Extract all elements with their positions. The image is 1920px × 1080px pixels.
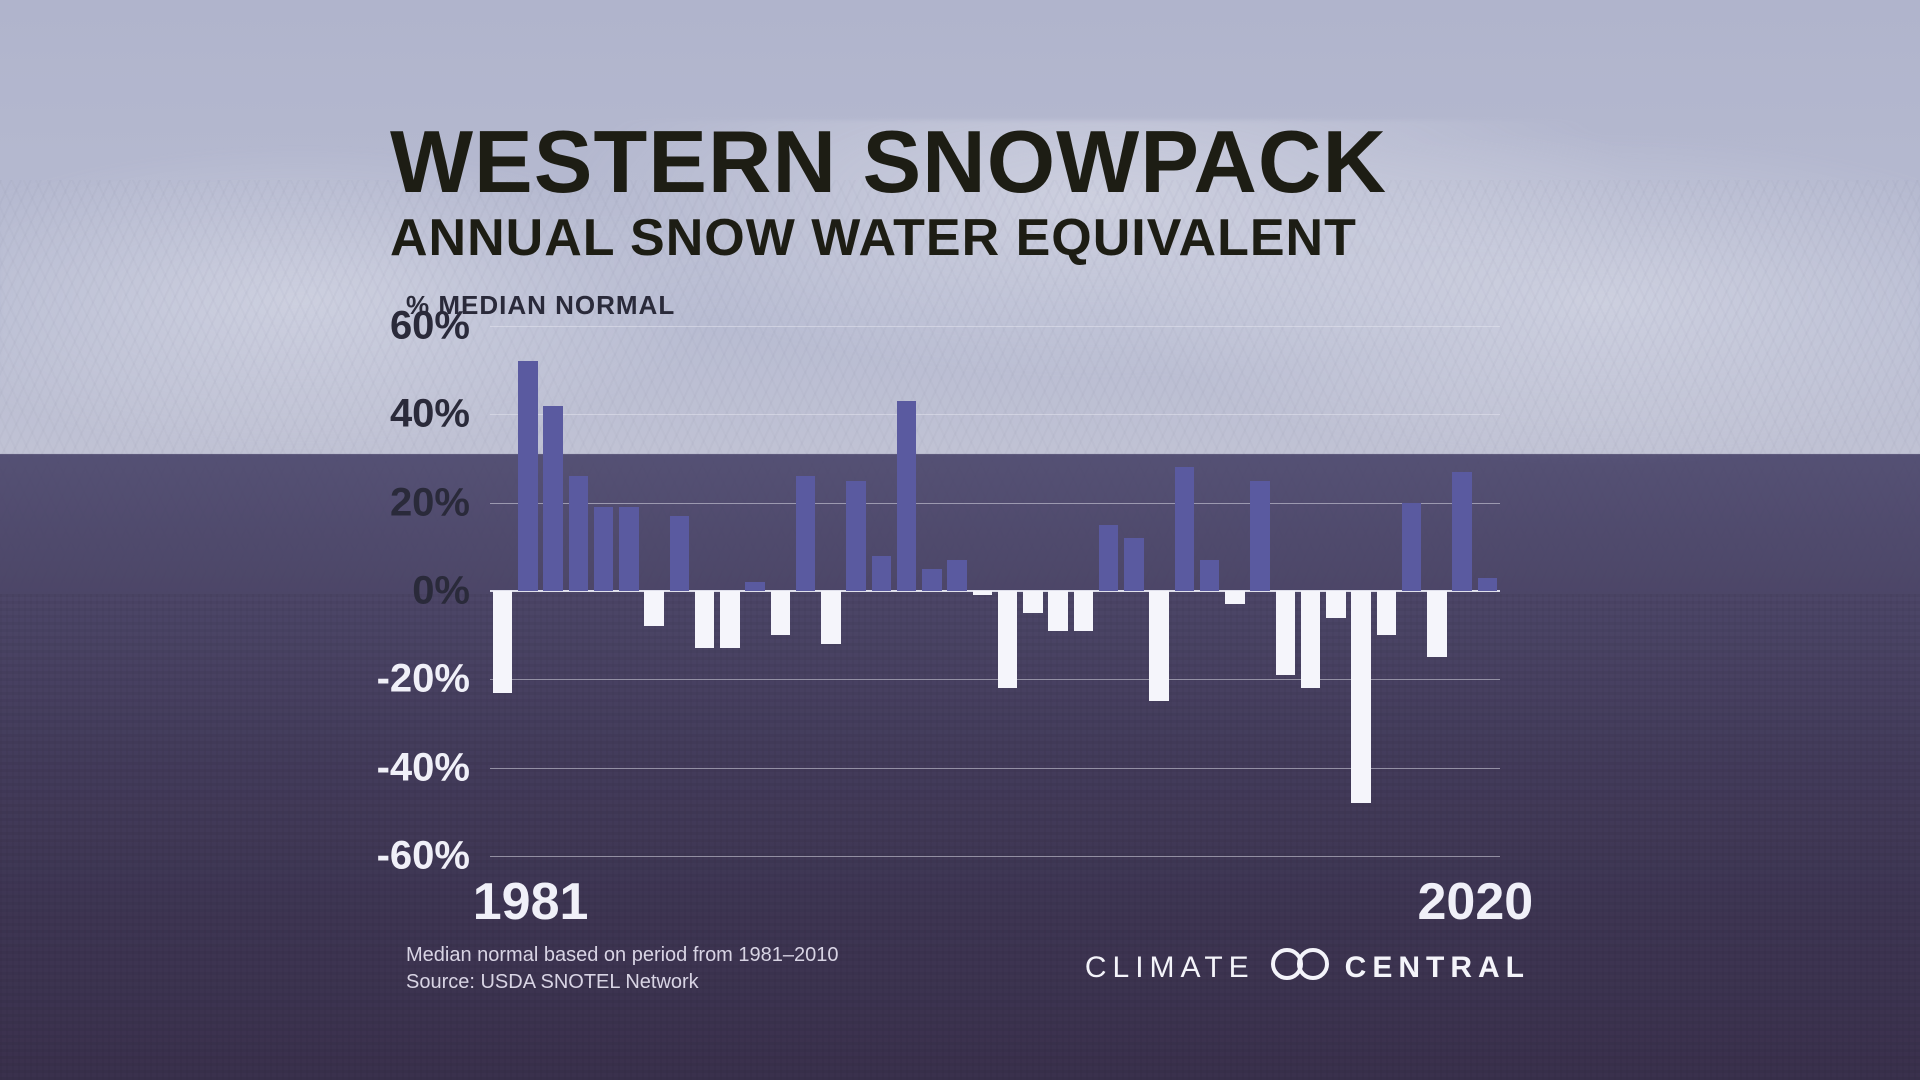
bar	[1225, 591, 1245, 604]
y-tick-label: 20%	[330, 480, 470, 525]
bar	[897, 401, 917, 591]
bar	[1427, 591, 1447, 657]
bar	[695, 591, 715, 648]
y-tick-label: -40%	[330, 745, 470, 790]
bar	[796, 476, 816, 591]
bar	[720, 591, 740, 648]
bar	[1175, 467, 1195, 591]
grid-line	[490, 503, 1500, 504]
bar	[543, 406, 563, 592]
bar	[1099, 525, 1119, 591]
footnote: Median normal based on period from 1981–…	[406, 942, 839, 996]
bar	[1023, 591, 1043, 613]
grid-line	[490, 326, 1500, 327]
title-block: WESTERN SNOWPACK ANNUAL SNOW WATER EQUIV…	[390, 120, 1387, 268]
bar	[1276, 591, 1296, 675]
y-tick-label: 60%	[330, 304, 470, 349]
brand-word-left: CLIMATE	[1085, 951, 1255, 985]
bar	[1351, 591, 1371, 803]
chart-subtitle: ANNUAL SNOW WATER EQUIVALENT	[390, 208, 1387, 268]
bar	[973, 591, 993, 595]
bar	[1048, 591, 1068, 631]
chart-title: WESTERN SNOWPACK	[390, 120, 1387, 204]
bar	[846, 481, 866, 591]
brand-logo: CLIMATE CENTRAL	[1085, 946, 1530, 990]
footnote-line-1: Median normal based on period from 1981–…	[406, 942, 839, 969]
bar	[1326, 591, 1346, 618]
grid-line	[490, 414, 1500, 415]
footnote-line-2: Source: USDA SNOTEL Network	[406, 969, 839, 996]
bar	[922, 569, 942, 591]
plot-area: 60%40%20%0%-20%-40%-60%	[490, 326, 1500, 856]
bar	[1250, 481, 1270, 591]
brand-icon	[1265, 946, 1335, 990]
y-tick-label: 0%	[330, 569, 470, 614]
bar	[745, 582, 765, 591]
bar	[998, 591, 1018, 688]
bar	[619, 507, 639, 591]
bar	[670, 516, 690, 591]
grid-line	[490, 679, 1500, 680]
bar	[1377, 591, 1397, 635]
x-axis-label-end: 2020	[1418, 872, 1534, 932]
bar	[594, 507, 614, 591]
y-tick-label: 40%	[330, 392, 470, 437]
bar	[1452, 472, 1472, 591]
grid-line	[490, 768, 1500, 769]
bar-chart: 60%40%20%0%-20%-40%-60%	[490, 326, 1500, 856]
x-axis-label-start: 1981	[473, 872, 589, 932]
bar	[821, 591, 841, 644]
bar	[771, 591, 791, 635]
infographic-stage: WESTERN SNOWPACK ANNUAL SNOW WATER EQUIV…	[0, 0, 1920, 1080]
y-tick-label: -20%	[330, 657, 470, 702]
bar	[947, 560, 967, 591]
bar	[1301, 591, 1321, 688]
bar	[1124, 538, 1144, 591]
bar	[1149, 591, 1169, 701]
brand-word-right: CENTRAL	[1345, 951, 1530, 985]
bar	[1200, 560, 1220, 591]
zero-line	[490, 590, 1500, 592]
bar	[493, 591, 513, 693]
bar	[1074, 591, 1094, 631]
y-tick-label: -60%	[330, 834, 470, 879]
bar	[872, 556, 892, 591]
bar	[1402, 503, 1422, 591]
bar	[518, 361, 538, 591]
grid-line	[490, 856, 1500, 857]
bar	[1478, 578, 1498, 591]
bar	[569, 476, 589, 591]
bar	[644, 591, 664, 626]
